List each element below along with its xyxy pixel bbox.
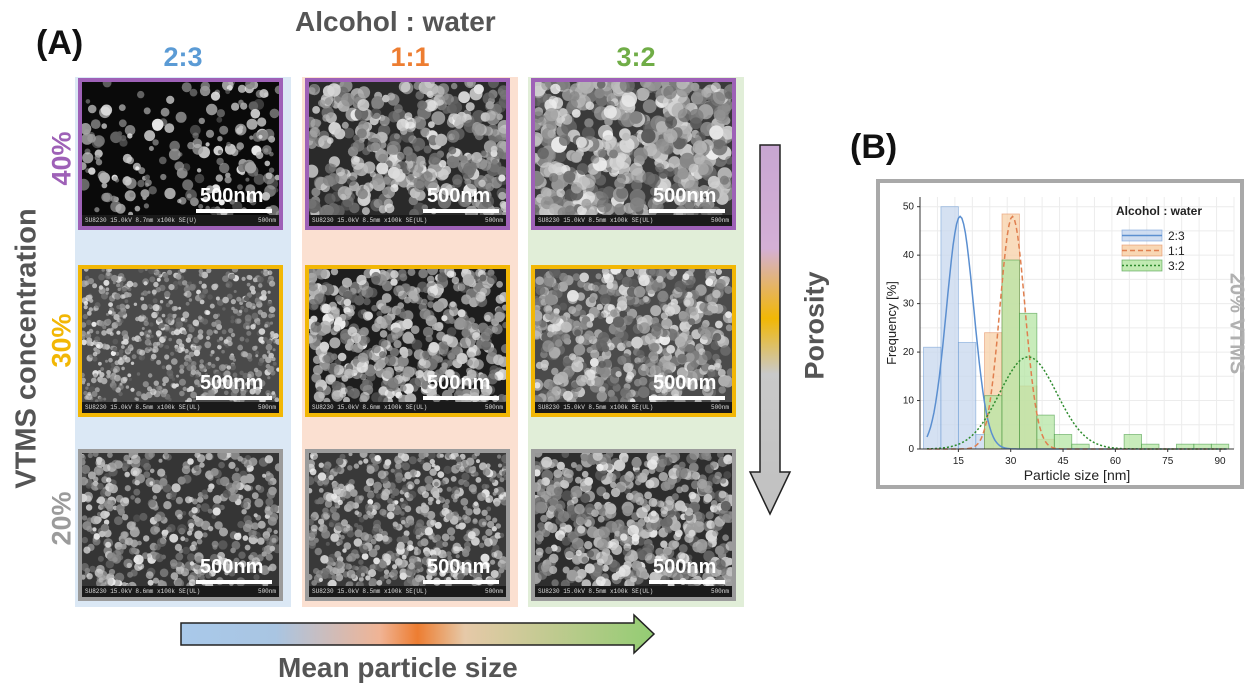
row-label-30: 30%: [46, 313, 77, 368]
sem-info-text: SU8230 15.0kV 8.6mm x100k SE(UL): [312, 404, 428, 411]
x-axis-label: Particle size [nm]: [1024, 467, 1131, 483]
scale-bar: [196, 209, 272, 213]
sem-info-scale: 500nm: [484, 588, 503, 595]
sem-info-scale: 500nm: [484, 217, 503, 224]
scale-bar-label: 500nm: [427, 372, 491, 394]
scale-bar-label: 500nm: [653, 556, 717, 578]
scale-bar-label: 500nm: [200, 556, 264, 578]
scale-bar-label: 500nm: [653, 372, 717, 394]
sem-info-scale: 500nm: [710, 588, 729, 595]
sem-info-bar: SU8230 15.0kV 8.6mm x100k SE(UL) 500nm: [309, 402, 506, 413]
porosity-label: Porosity: [799, 271, 830, 380]
sem-info-text: SU8230 15.0kV 8.5mm x100k SE(UL): [538, 404, 654, 411]
scale-bar: [423, 209, 499, 213]
sem-image: 500nm SU8230 15.0kV 8.5mm x100k SE(UL) 500…: [78, 265, 283, 417]
row-label-20: 20%: [46, 491, 77, 546]
sem-image: 500nm SU8230 15.0kV 8.5mm x100k SE(UL) 500…: [531, 265, 736, 417]
alcohol-water-header: Alcohol : water: [295, 6, 496, 37]
x-tick-label: 15: [953, 456, 965, 467]
histogram-bar: [1019, 312, 1038, 450]
scale-bar-label: 500nm: [200, 185, 264, 207]
histogram-bar: [1123, 434, 1142, 450]
legend-label: 2:3: [1168, 229, 1185, 243]
histogram-bar: [984, 395, 1003, 450]
histogram-bar: [1053, 434, 1073, 450]
sem-info-scale: 500nm: [257, 404, 276, 411]
sem-image: 500nm SU8230 15.0kV 8.6mm x100k SE(UL) 500…: [305, 265, 510, 417]
sem-image: 500nm SU8230 15.0kV 8.5mm x100k SE(UL) 500…: [531, 78, 736, 230]
scale-bar: [423, 396, 499, 400]
scale-bar: [423, 580, 499, 584]
sem-info-bar: SU8230 15.0kV 8.5mm x100k SE(UL) 500nm: [535, 402, 732, 413]
sem-info-bar: SU8230 15.0kV 8.5mm x100k SE(UL) 500nm: [535, 215, 732, 226]
sem-info-bar: SU8230 15.0kV 8.5mm x100k SE(UL) 500nm: [309, 586, 506, 597]
sem-info-text: SU8230 15.0kV 8.7mm x100k SE(U): [85, 217, 197, 224]
x-tick-label: 60: [1110, 456, 1122, 467]
panel-a-label: (A): [36, 24, 84, 62]
sem-info-scale: 500nm: [257, 588, 276, 595]
sem-info-scale: 500nm: [710, 217, 729, 224]
histogram-bar: [1001, 259, 1020, 450]
sem-image: 500nm SU8230 15.0kV 8.5mm x100k SE(UL) 500…: [305, 449, 510, 601]
legend-label: 3:2: [1168, 259, 1185, 273]
sem-info-text: SU8230 15.0kV 8.5mm x100k SE(UL): [538, 588, 654, 595]
scale-bar-label: 500nm: [653, 185, 717, 207]
scale-bar: [649, 209, 725, 213]
sem-info-scale: 500nm: [484, 404, 503, 411]
x-tick-label: 45: [1057, 456, 1069, 467]
sem-info-bar: SU8230 15.0kV 8.5mm x100k SE(UL) 500nm: [309, 215, 506, 226]
x-tick-label: 90: [1214, 456, 1226, 467]
legend-title: Alcohol : water: [1116, 204, 1202, 218]
y-tick-label: 30: [903, 299, 915, 310]
porosity-arrow: [748, 144, 792, 516]
sem-info-bar: SU8230 15.0kV 8.5mm x100k SE(UL) 500nm: [535, 586, 732, 597]
scale-bar: [196, 396, 272, 400]
sem-image: 500nm SU8230 15.0kV 8.7mm x100k SE(U) 500n…: [78, 78, 283, 230]
y-tick-label: 20: [903, 347, 915, 358]
y-tick-label: 50: [903, 202, 915, 213]
histogram-bar: [923, 346, 942, 450]
sem-info-scale: 500nm: [710, 404, 729, 411]
histogram-bar: [1036, 414, 1055, 450]
sem-info-bar: SU8230 15.0kV 8.6mm x100k SE(UL) 500nm: [82, 586, 279, 597]
mean-particle-size-label: Mean particle size: [278, 652, 518, 683]
histogram-bar: [957, 341, 977, 450]
sem-image: 500nm SU8230 15.0kV 8.5mm x100k SE(UL) 500…: [305, 78, 510, 230]
sem-image: 500nm SU8230 15.0kV 8.6mm x100k SE(UL) 500…: [78, 449, 283, 601]
column-label-2-3: 2:3: [163, 42, 203, 72]
x-tick-label: 30: [1005, 456, 1017, 467]
sem-info-bar: SU8230 15.0kV 8.5mm x100k SE(UL) 500nm: [82, 402, 279, 413]
scale-bar-label: 500nm: [200, 372, 264, 394]
mean-particle-size-arrow: [180, 613, 656, 655]
particle-size-histogram: 15 30 45 60 75 90 0 10 20 30 40 50 Particle size [nm…: [884, 197, 1235, 483]
scale-bar: [196, 580, 272, 584]
sem-info-scale: 500nm: [257, 217, 276, 224]
sem-info-bar: SU8230 15.0kV 8.7mm x100k SE(U) 500nm: [82, 215, 279, 226]
column-label-1-1: 1:1: [390, 42, 430, 72]
scale-bar: [649, 580, 725, 584]
column-label-3-2: 3:2: [616, 42, 656, 72]
side-label-20-vtms: 20% VTMS: [1225, 272, 1247, 375]
y-tick-label: 40: [903, 250, 915, 261]
legend-label: 1:1: [1168, 244, 1185, 258]
y-tick-label: 10: [903, 396, 915, 407]
y-tick-label: 0: [908, 444, 914, 455]
sem-info-text: SU8230 15.0kV 8.5mm x100k SE(UL): [85, 404, 201, 411]
sem-info-text: SU8230 15.0kV 8.6mm x100k SE(UL): [85, 588, 201, 595]
scale-bar-label: 500nm: [427, 556, 491, 578]
scale-bar-label: 500nm: [427, 185, 491, 207]
panel-b-label: (B): [850, 128, 898, 166]
y-axis-label: Frequency [%]: [884, 281, 899, 365]
sem-image: 500nm SU8230 15.0kV 8.5mm x100k SE(UL) 500…: [531, 449, 736, 601]
histogram-bar: [940, 206, 959, 450]
row-label-40: 40%: [46, 131, 77, 186]
y-axis-label: VTMS concentration: [10, 208, 43, 489]
scale-bar: [649, 396, 725, 400]
sem-info-text: SU8230 15.0kV 8.5mm x100k SE(UL): [312, 217, 428, 224]
x-tick-label: 75: [1162, 456, 1174, 467]
sem-info-text: SU8230 15.0kV 8.5mm x100k SE(UL): [538, 217, 654, 224]
sem-info-text: SU8230 15.0kV 8.5mm x100k SE(UL): [312, 588, 428, 595]
